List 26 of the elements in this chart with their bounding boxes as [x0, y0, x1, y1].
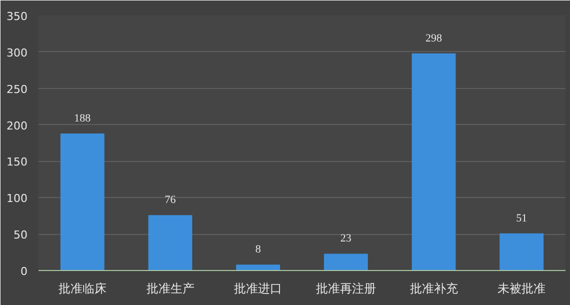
- x-tick-label: 未被批准: [498, 282, 546, 296]
- data-label: 188: [74, 112, 92, 125]
- data-label: 298: [426, 32, 442, 44]
- x-tick-label: 批准再注册: [316, 282, 376, 296]
- y-tick-label: 200: [6, 119, 28, 132]
- x-tick-label: 批准补充: [410, 282, 458, 296]
- x-tick-label: 批准进口: [234, 282, 282, 296]
- y-tick-label: 100: [6, 192, 28, 206]
- y-tick-label: 150: [6, 156, 28, 169]
- y-tick-label: 250: [6, 82, 28, 96]
- bar: [148, 215, 192, 270]
- data-label: 8: [255, 244, 262, 256]
- x-tick-label: 批准临床: [58, 282, 106, 296]
- bar: [500, 233, 544, 270]
- y-tick-label: 50: [14, 228, 28, 242]
- data-label: 23: [340, 232, 352, 245]
- bar: [236, 264, 280, 270]
- bar: [60, 134, 104, 270]
- y-tick-label: 300: [6, 46, 28, 60]
- data-label: 51: [516, 212, 528, 224]
- y-tick-label: 0: [20, 265, 28, 278]
- y-tick-label: 350: [6, 10, 28, 23]
- x-tick-label: 批准生产: [146, 282, 194, 296]
- bar: [412, 53, 456, 270]
- bar: [324, 254, 368, 270]
- data-label: 76: [164, 194, 176, 206]
